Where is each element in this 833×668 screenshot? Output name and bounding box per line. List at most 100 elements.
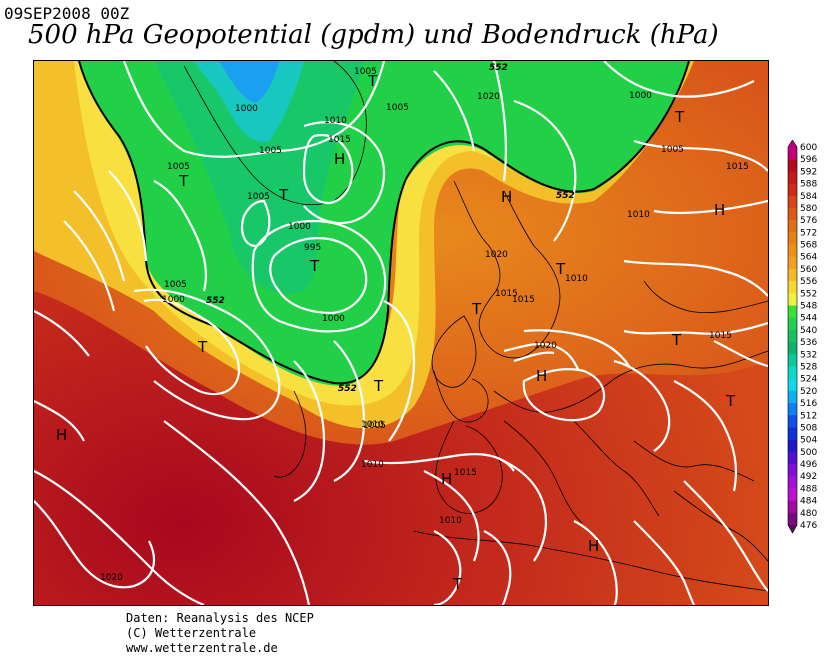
isobar-label: 1010 [439,516,462,526]
legend-label: 600 [800,143,817,153]
isobar-label: 1020 [485,250,508,260]
legend-label: 592 [800,167,817,177]
low-pressure-symbol: T [309,257,320,275]
isobar-label: 1020 [100,573,123,583]
legend-label: 572 [800,228,817,238]
isobar-label: 1005 [363,421,386,431]
isobar-label: 1005 [167,162,190,172]
legend-label: 568 [800,241,817,251]
legend-outline [787,139,798,534]
legend-label: 580 [800,204,817,214]
legend-swatch [788,256,797,270]
weather-map: 552 552 552 552 1005 1000 1005 1010 1015… [33,60,769,606]
legend-swatch [788,183,797,197]
low-pressure-symbol: T [373,377,384,395]
isobar-label: 1015 [709,331,732,341]
legend-swatch [788,403,797,416]
isobar-label: 1005 [164,280,187,290]
low-pressure-symbol: T [452,575,463,593]
legend-swatch [788,390,797,404]
low-pressure-symbol: T [471,300,482,318]
legend-label: 588 [800,180,817,190]
legend-label: 496 [800,460,817,470]
isobar-label: 1005 [386,103,409,113]
legend-arrow-down [788,525,797,533]
legend-swatch [788,451,797,465]
cyan-core [194,61,304,142]
isobar-label: 1015 [328,135,351,145]
legend-label: 524 [800,375,817,385]
legend-label: 548 [800,302,817,312]
legend-label: 476 [800,521,817,531]
isobars [34,61,768,605]
isobar-label: 1000 [288,222,311,232]
legend-swatch [788,342,797,355]
legend-label: 528 [800,362,817,372]
high-pressure-symbol: H [714,201,725,219]
legend-label: 564 [800,253,817,263]
legend-label: 532 [800,350,817,360]
contour-552-label: 552 [206,296,225,306]
low-pressure-symbol: T [725,392,736,410]
high-pressure-symbol: H [334,150,345,168]
high-pressure-symbol: H [441,470,452,488]
legend-swatch [788,464,797,477]
low-pressure-symbol: T [674,108,685,126]
isobar-label: 1020 [477,92,500,102]
low-pressure-symbol: T [367,72,378,90]
isobar-label: 1020 [534,341,557,351]
legend-swatch [788,268,797,282]
map-date: 09SEP2008 00Z [4,4,130,23]
color-legend: 600 596 592 588 584 580 576 572 568 564 560 556 552 5… [784,139,832,535]
isobar-label: 1000 [235,104,258,114]
legend-swatch [788,488,797,502]
legend-swatch [788,500,797,514]
isobar-label: 1015 [495,289,518,299]
isobar-label: 1005 [259,146,282,156]
legend-swatch [788,415,797,428]
legend-swatch [788,195,797,209]
legend-swatch [788,171,797,185]
map-title: 500 hPa Geopotential (gpdm) und Bodendru… [28,20,719,50]
credit-data-source: Daten: Reanalysis des NCEP [126,611,314,625]
high-pressure-symbol: H [501,188,512,206]
legend-swatch [788,281,797,294]
low-pressure-symbol: T [555,260,566,278]
contour-552 [78,61,690,385]
legend-label: 536 [800,338,817,348]
legend-label: 512 [800,411,817,421]
legend-swatch [788,293,797,307]
isobar-label: 1010 [324,116,347,126]
contour-552-label: 552 [338,384,357,394]
isobar-label: 1015 [726,162,749,172]
contour-552-label: 552 [489,63,508,73]
legend-swatch [788,329,797,343]
legend-swatch [788,305,797,319]
legend-swatch [788,147,797,160]
legend-label: 560 [800,265,817,275]
isobar-label: 1015 [454,468,477,478]
isobar-label: 1010 [361,460,384,470]
legend-label: 576 [800,216,817,226]
isobar-label: 1000 [322,314,345,324]
credit-copyright: (C) Wetterzentrale [126,626,257,640]
isobar-label: 1005 [247,192,270,202]
legend-label: 520 [800,387,817,397]
legend-swatch [788,232,797,246]
high-pressure-symbol: H [56,426,67,444]
isobar-label: 1015 [512,295,535,305]
isobar-label: 1000 [162,295,185,305]
legend-swatch [788,244,797,258]
legend-swatch [788,512,797,526]
legend-swatch [788,220,797,233]
isobar-label: 1010 [627,210,650,220]
legend-swatch [788,427,797,441]
contour-552-label: 552 [556,191,575,201]
legend-label: 596 [800,155,817,165]
legend-label: 584 [800,192,817,202]
legend-swatch [788,378,797,392]
low-pressure-symbol: T [197,338,208,356]
high-pressure-symbol: H [588,537,599,555]
legend-swatch [788,439,797,453]
low-pressure-symbol: T [178,172,189,190]
